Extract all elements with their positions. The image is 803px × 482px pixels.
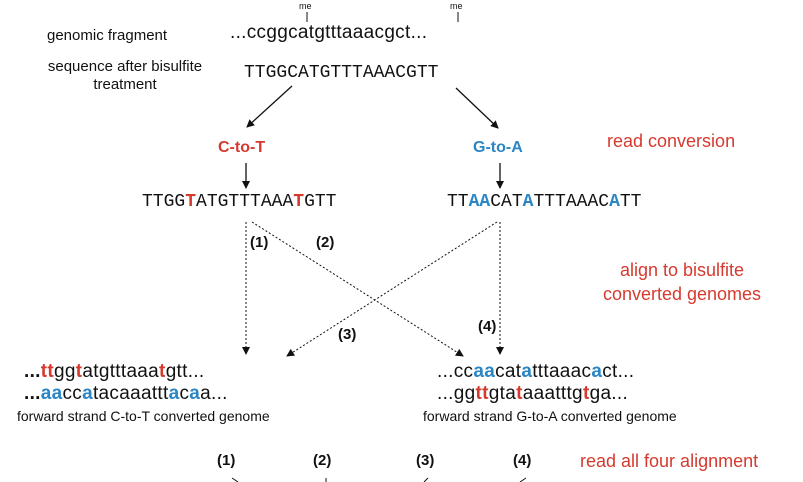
- genome-ct-top-segment: atgtttaaa: [82, 361, 160, 382]
- alignment-arrow-2: [251, 221, 464, 357]
- read-ct-segment: T: [293, 192, 305, 212]
- genome-ct-bottom-segment: cc: [62, 383, 83, 404]
- read-ga-sequence: TTAACATATTTAAACATT: [447, 192, 641, 212]
- bisulfite-sequence: TTGGCATGTTTAAACGTT: [244, 63, 438, 83]
- bisulfite-label-line1: sequence after bisulfite: [47, 58, 203, 75]
- genome-ga-bottom-segment: aaatttg: [522, 383, 583, 404]
- genome-ga-bottom-segment: tt: [475, 383, 489, 404]
- ga-genome-caption: forward strand G-to-A converted genome: [423, 408, 677, 424]
- bisulfite-label: sequence after bisulfite treatment: [27, 58, 223, 94]
- ct-genome-top-strand: ...ttggtatgtttaaatgtt...: [24, 361, 204, 383]
- align-label-line2: converted genomes: [602, 284, 762, 304]
- bisulfite-sequence-segment: TT: [244, 63, 266, 83]
- genome-ct-top-segment: ...: [24, 361, 41, 382]
- genome-ga-bottom-segment: t: [516, 383, 523, 404]
- bottom-arrow-1: [231, 477, 239, 482]
- bisulfite-label-line2: treatment: [93, 76, 157, 93]
- genome-ct-bottom-segment: tacaaattt: [92, 383, 169, 404]
- genome-ga-bottom-segment: ga...: [589, 383, 629, 404]
- genome-ct-bottom-segment: aa: [40, 383, 63, 404]
- genome-ga-top-segment: a: [591, 361, 603, 382]
- bottom-number-2: (2): [313, 452, 332, 469]
- read-ct-segment: T: [185, 192, 197, 212]
- bottom-arrow-3: [423, 477, 429, 482]
- read-ga-segment: TT: [447, 192, 469, 212]
- alignment-number-3: (3): [338, 326, 357, 343]
- genome-ct-bottom-segment: a: [189, 383, 201, 404]
- bisulfite-sequence-segment: T: [416, 63, 428, 83]
- genome-ct-top-segment: tt: [40, 361, 55, 382]
- genome-ga-top-segment: ct...: [602, 361, 635, 382]
- bisulfite-sequence-segment: GGCATGTTTAAACG: [265, 63, 417, 83]
- read-conversion-label: read conversion: [607, 131, 736, 151]
- bottom-number-3: (3): [416, 452, 435, 469]
- genome-ga-top-segment: aa: [473, 361, 496, 382]
- bottom-arrow-4: [519, 477, 527, 482]
- alignment-number-1: (1): [250, 234, 269, 251]
- align-label-line1: align to bisulfite: [619, 260, 745, 280]
- bottom-number-1: (1): [217, 452, 236, 469]
- read-ct-segment: GTT: [304, 192, 337, 212]
- genome-ct-top-segment: gtt...: [165, 361, 205, 382]
- read-ct-segment: ATGTTTAAA: [196, 192, 294, 212]
- read-ga-segment: A: [522, 192, 534, 212]
- bisulfite-sequence-segment: T: [427, 63, 439, 83]
- read-ga-segment: TTTAAAC: [533, 192, 610, 212]
- arrow-to-ct: [246, 85, 293, 128]
- genome-ct-bottom-segment: c: [179, 383, 190, 404]
- read-ga-segment: AA: [468, 192, 491, 212]
- ga-genome-bottom-strand: ...ggttgtataaatttgtga...: [437, 383, 628, 405]
- g-to-a-label: G-to-A: [473, 139, 523, 156]
- alignment-number-4: (4): [478, 318, 497, 335]
- genome-ct-top-segment: t: [75, 361, 83, 382]
- ct-genome-bottom-strand: ...aaccatacaaatttacaa...: [24, 383, 228, 405]
- genome-ct-top-segment: gg: [54, 361, 76, 382]
- genome-ga-top-segment: a: [521, 361, 533, 382]
- align-label: align to bisulfite converted genomes: [587, 258, 777, 306]
- genome-ga-top-segment: ...cc: [437, 361, 474, 382]
- methyl-mark-1: me: [299, 1, 312, 11]
- read-ga-segment: A: [609, 192, 620, 212]
- genome-ga-bottom-segment: gta: [488, 383, 517, 404]
- genome-ct-bottom-segment: a: [82, 383, 93, 404]
- genome-ct-bottom-segment: a...: [200, 383, 228, 404]
- ga-genome-top-strand: ...ccaacatatttaaacact...: [437, 361, 634, 383]
- read-ga-segment: TT: [619, 192, 642, 212]
- read-all-label: read all four alignment: [580, 451, 759, 471]
- c-to-t-label: C-to-T: [218, 139, 266, 156]
- genome-ga-bottom-segment: t: [582, 383, 590, 404]
- genomic-fragment-label: genomic fragment: [47, 27, 168, 44]
- ct-genome-caption: forward strand C-to-T converted genome: [17, 408, 270, 424]
- genome-ct-top-segment: t: [159, 361, 166, 382]
- alignment-arrow-3: [286, 221, 498, 357]
- read-ga-segment: CAT: [490, 192, 523, 212]
- bottom-number-4: (4): [513, 452, 532, 469]
- read-ct-sequence: TTGGTATGTTTAAATGTT: [142, 192, 336, 212]
- genome-ga-top-segment: tttaaac: [532, 361, 592, 382]
- genome-ct-bottom-segment: a: [168, 383, 180, 404]
- methyl-mark-2: me: [450, 1, 463, 11]
- arrow-to-ga: [455, 87, 499, 129]
- read-ct-segment: TTGG: [142, 192, 186, 212]
- genome-ga-bottom-segment: ...gg: [437, 383, 476, 404]
- genome-ct-bottom-segment: ...: [24, 383, 41, 404]
- genomic-sequence: ...ccggcatgtttaaacgct...: [230, 22, 428, 43]
- genome-ga-top-segment: cat: [495, 361, 522, 382]
- alignment-number-2: (2): [316, 234, 335, 251]
